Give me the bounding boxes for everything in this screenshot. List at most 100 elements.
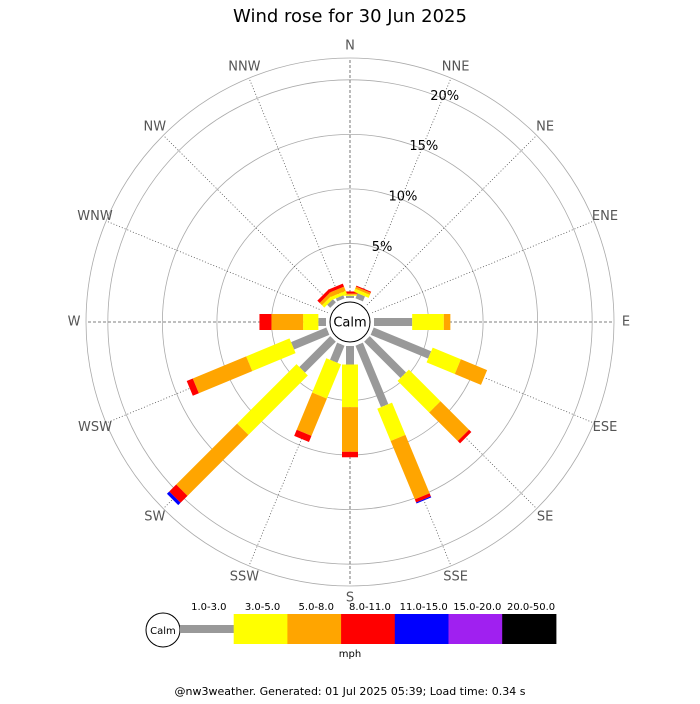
wind-segment bbox=[296, 392, 327, 436]
direction-label: SSE bbox=[443, 569, 468, 584]
wind-segment bbox=[364, 336, 407, 379]
chart-title: Wind rose for 30 Jun 2025 bbox=[233, 6, 467, 27]
wind-segment bbox=[329, 286, 346, 297]
wind-segment bbox=[353, 288, 370, 298]
legend-label: 1.0-3.0 bbox=[191, 602, 226, 613]
spoke bbox=[248, 77, 342, 300]
direction-label: NE bbox=[536, 119, 554, 134]
wind-segment bbox=[176, 423, 249, 496]
wind-segment bbox=[246, 338, 296, 372]
grid-ring bbox=[107, 79, 593, 565]
direction-label: N bbox=[345, 39, 355, 54]
legend-swatch bbox=[394, 614, 449, 644]
wind-segment bbox=[342, 294, 358, 296]
wind-segment bbox=[327, 299, 336, 308]
wind-segment bbox=[429, 401, 470, 442]
spoke bbox=[163, 135, 334, 306]
direction-label: ENE bbox=[592, 209, 618, 224]
wind-segment bbox=[335, 295, 345, 302]
legend-label: 8.0-11.0 bbox=[349, 602, 391, 613]
legend-label: 20.0-50.0 bbox=[507, 602, 555, 613]
legend-label: 15.0-20.0 bbox=[453, 602, 501, 613]
direction-label: E bbox=[622, 315, 630, 330]
wind-segment bbox=[318, 318, 326, 326]
legend-swatch bbox=[287, 614, 342, 644]
wind-segment bbox=[271, 314, 304, 330]
legend-swatch bbox=[233, 614, 288, 644]
units-label: mph bbox=[339, 649, 361, 660]
calm-circle bbox=[329, 301, 371, 343]
wind-segment bbox=[330, 290, 347, 300]
spoke bbox=[372, 220, 595, 314]
wind-segment bbox=[342, 364, 358, 408]
wind-segment bbox=[397, 369, 441, 413]
wind-segment bbox=[237, 364, 308, 435]
legend-label: 3.0-5.0 bbox=[245, 602, 280, 613]
wind-segment bbox=[312, 358, 342, 399]
legend-calm-label: Calm bbox=[150, 626, 176, 637]
r-tick-label: 5% bbox=[372, 240, 393, 255]
footer: @nw3weather. Generated: 01 Jul 2025 05:3… bbox=[175, 685, 526, 698]
direction-label: SW bbox=[144, 510, 165, 525]
wind-segment bbox=[355, 342, 389, 408]
wind-segment bbox=[414, 493, 431, 503]
spoke bbox=[366, 135, 537, 306]
direction-label: NW bbox=[144, 119, 167, 134]
spoke bbox=[358, 77, 452, 300]
wind-segment bbox=[426, 347, 461, 375]
legend-swatch bbox=[448, 614, 503, 644]
wind-segment bbox=[169, 484, 188, 503]
r-tick-label: 20% bbox=[430, 89, 459, 104]
wind-segment bbox=[412, 314, 444, 330]
wind-segment bbox=[192, 356, 253, 394]
wind-segment bbox=[166, 491, 181, 506]
direction-label: NNE bbox=[442, 60, 470, 75]
wind-segment bbox=[370, 327, 432, 359]
calm-label: Calm bbox=[333, 316, 366, 331]
direction-label: SSW bbox=[230, 569, 260, 584]
legend-swatch bbox=[341, 614, 396, 644]
wind-segment bbox=[355, 286, 371, 295]
spoke bbox=[105, 220, 328, 314]
wind-segment bbox=[346, 295, 354, 298]
wind-segment bbox=[416, 496, 432, 504]
wind-segment bbox=[317, 289, 331, 303]
direction-label: ESE bbox=[593, 420, 618, 435]
wind-segment bbox=[377, 402, 406, 441]
legend-swatch bbox=[502, 614, 557, 644]
wind-segment bbox=[390, 434, 430, 500]
wind-segment bbox=[259, 314, 272, 330]
wind-segment bbox=[186, 378, 199, 396]
direction-label: WSW bbox=[78, 420, 112, 435]
direction-label: S bbox=[346, 591, 354, 606]
wind-segment bbox=[294, 429, 312, 442]
r-tick-label: 15% bbox=[409, 139, 438, 154]
wind-segment bbox=[457, 429, 472, 444]
wind-segment bbox=[319, 291, 334, 306]
wind-segment bbox=[374, 318, 413, 326]
direction-label: SE bbox=[537, 510, 553, 525]
wind-segment bbox=[291, 327, 330, 350]
direction-label: WNW bbox=[77, 209, 113, 224]
wind-segment bbox=[299, 336, 336, 373]
legend-label: 5.0-8.0 bbox=[299, 602, 334, 613]
wind-segment bbox=[342, 451, 358, 458]
wind-segment bbox=[443, 314, 451, 330]
wind-segment bbox=[330, 342, 345, 363]
wind-segment bbox=[454, 359, 488, 385]
legend-label: 11.0-15.0 bbox=[400, 602, 448, 613]
wind-segment bbox=[355, 285, 372, 293]
wind-segment bbox=[355, 293, 365, 302]
direction-label: W bbox=[68, 315, 81, 330]
direction-label: NNW bbox=[228, 60, 260, 75]
wind-segment bbox=[346, 346, 354, 365]
wind-segment bbox=[342, 407, 358, 452]
r-tick-label: 10% bbox=[388, 190, 417, 205]
outer-ring bbox=[85, 57, 615, 587]
legend-swatch bbox=[180, 625, 235, 633]
wind-segment bbox=[327, 283, 345, 293]
wind-segment bbox=[303, 314, 319, 330]
grid-ring bbox=[161, 133, 539, 511]
